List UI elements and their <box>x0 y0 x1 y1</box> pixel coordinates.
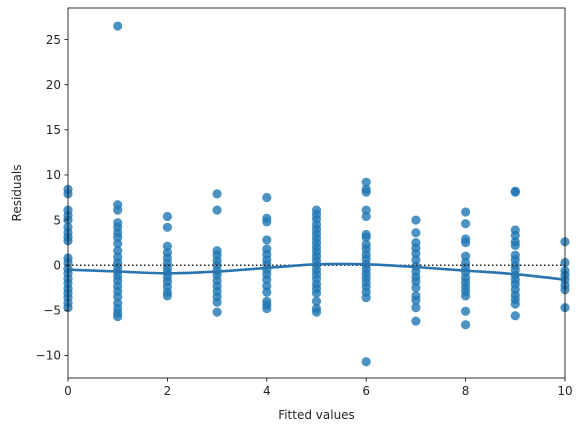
y-tick-label: −5 <box>43 304 61 318</box>
x-tick-label: 2 <box>164 384 172 398</box>
residual-point <box>311 296 322 306</box>
residual-point <box>411 276 421 287</box>
residual-point <box>411 316 421 326</box>
residual-point <box>311 307 322 317</box>
residual-point <box>361 177 371 187</box>
residual-point <box>361 293 371 303</box>
x-tick-label: 8 <box>462 384 470 398</box>
residual-point <box>212 189 222 199</box>
residual-point <box>262 217 272 227</box>
residual-point <box>113 312 123 322</box>
x-tick-label: 10 <box>557 384 572 398</box>
residual-point <box>262 287 272 297</box>
y-tick-label: 20 <box>46 78 61 92</box>
residual-point <box>162 291 172 301</box>
y-tick-label: −10 <box>36 349 61 363</box>
residual-point <box>461 219 471 229</box>
residual-point <box>113 21 123 31</box>
y-tick-label: 15 <box>46 123 61 137</box>
residual-point <box>411 303 421 313</box>
residual-point <box>113 232 123 242</box>
residual-point <box>461 251 471 261</box>
y-tick-label: 0 <box>53 258 61 272</box>
residual-point <box>510 240 520 250</box>
residual-point <box>113 238 123 249</box>
residual-point <box>411 283 421 293</box>
x-axis-label: Fitted values <box>278 408 355 422</box>
residual-point <box>262 281 272 291</box>
residual-point <box>510 299 520 309</box>
residual-point <box>361 211 371 222</box>
residual-point <box>510 230 520 241</box>
residual-point <box>361 205 371 215</box>
residual-point <box>411 255 421 265</box>
plot-frame <box>67 7 566 379</box>
residual-point <box>461 207 471 217</box>
residual-point <box>411 295 421 305</box>
residual-point <box>212 205 222 215</box>
residual-point <box>162 241 172 251</box>
residual-point <box>212 297 222 307</box>
y-tick-label: 25 <box>46 33 61 47</box>
residual-point <box>113 292 123 302</box>
residual-point <box>461 238 471 248</box>
residual-point <box>461 291 471 301</box>
residual-point <box>262 235 272 245</box>
residual-point <box>411 248 421 259</box>
x-tick-label: 0 <box>64 384 72 398</box>
residual-point <box>361 232 371 242</box>
residual-point <box>361 357 371 367</box>
residual-point <box>461 320 471 330</box>
y-tick-label: 5 <box>53 213 61 227</box>
y-tick-label: 10 <box>46 168 61 182</box>
residual-point <box>262 192 272 203</box>
trend <box>66 262 567 281</box>
residual-points <box>63 21 570 367</box>
residual-point <box>262 275 272 285</box>
x-tick-label: 6 <box>362 384 370 398</box>
residual-point <box>212 307 222 317</box>
residual-point <box>461 306 471 316</box>
residual-point <box>411 228 421 238</box>
residual-point <box>311 288 322 298</box>
residual-point <box>510 187 520 197</box>
y-axis-label: Residuals <box>10 165 24 222</box>
residual-point <box>162 211 172 222</box>
x-tick-label: 4 <box>263 384 271 398</box>
trend-line <box>66 262 567 281</box>
residual-point <box>411 215 421 225</box>
residual-point <box>113 246 123 256</box>
residual-point <box>510 311 520 321</box>
residual-point <box>113 205 123 215</box>
x-axis-ticks: 0 2 4 6 8 10 <box>64 378 573 398</box>
y-axis-ticks: −10 −5 0 5 10 15 20 25 <box>36 33 68 363</box>
residual-point <box>361 187 371 197</box>
residual-point <box>262 303 272 314</box>
residual-point <box>162 222 172 232</box>
